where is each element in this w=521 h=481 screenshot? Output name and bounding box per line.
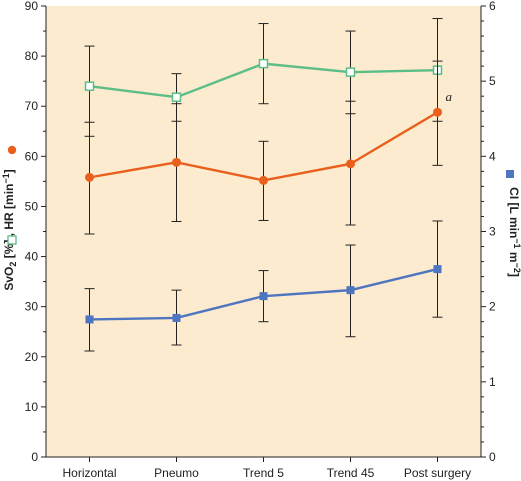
ci-point	[433, 265, 442, 274]
x-tick-label: Pneumo	[154, 466, 199, 480]
left-tick-label: 80	[25, 49, 39, 63]
left-tick-label: 50	[25, 199, 39, 213]
hr-point	[171, 92, 182, 102]
ci-point	[85, 315, 94, 324]
left-tick-label: 90	[25, 0, 39, 13]
ci-point	[172, 313, 181, 322]
left-tick-label: 10	[25, 400, 39, 414]
axis-labels: a SvO2 [%] , HR [min−1] CI [L min−1 m−2]	[1, 89, 521, 290]
hr-point	[258, 58, 269, 69]
svo2-point	[259, 175, 268, 185]
svo2-point	[433, 107, 442, 117]
left-tick-label: 60	[25, 149, 39, 163]
right-tick-label: 5	[489, 74, 496, 88]
x-tick-label: Trend 5	[243, 466, 284, 480]
x-tick-label: Horizontal	[62, 466, 116, 480]
right-tick-label: 1	[489, 375, 496, 389]
series-hr	[84, 18, 443, 137]
right-tick-label: 0	[489, 450, 496, 464]
series-ci	[84, 220, 443, 352]
hr-point	[345, 67, 356, 77]
hr-legend-marker	[7, 235, 17, 245]
left-tick-label: 40	[25, 250, 39, 264]
left-tick-label: 20	[25, 350, 39, 364]
annotation-label: a	[446, 89, 453, 104]
left-axis-title: SvO2 [%] , HR [min−1]	[1, 169, 18, 290]
x-tick-label: Post surgery	[404, 466, 471, 480]
ci-point	[346, 286, 355, 295]
ci-legend-marker	[506, 170, 514, 178]
left-tick-label: 70	[25, 99, 39, 113]
ci-point	[259, 292, 268, 301]
series-svo2	[84, 60, 443, 235]
right-tick-label: 6	[489, 0, 496, 13]
left-tick-label: 0	[31, 450, 38, 464]
svo2-point	[85, 172, 94, 182]
x-tick-label: Trend 45	[327, 466, 375, 480]
svo2-point	[346, 159, 355, 169]
series-layer	[84, 18, 443, 352]
axes: 0 10 20 30 40 50 60 70 80 90 0 1 2 3 4 5 6 Horizontal Pneu…	[25, 0, 496, 480]
left-tick-label: 30	[25, 300, 39, 314]
right-tick-label: 3	[489, 225, 496, 239]
right-axis-title: CI [L min−1 m−2]	[507, 187, 521, 277]
right-tick-label: 2	[489, 300, 496, 314]
hr-point	[84, 81, 95, 91]
svo2-point	[172, 157, 181, 167]
right-tick-label: 4	[489, 149, 496, 163]
svo2-legend-marker	[7, 145, 17, 155]
